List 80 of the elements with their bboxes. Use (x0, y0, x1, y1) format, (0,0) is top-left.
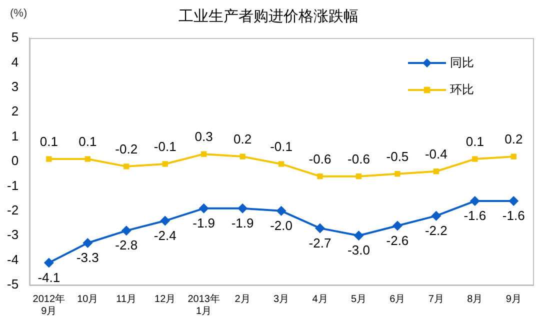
data-label: 0.2 (234, 132, 252, 147)
x-tick-label: 6月 (390, 294, 406, 305)
y-tick-label: 3 (11, 78, 19, 94)
point (392, 220, 402, 231)
x-tick-label: 7月 (428, 294, 444, 305)
y-tick-label: -4 (6, 252, 19, 267)
point (354, 230, 364, 241)
point (315, 223, 326, 234)
x-tick-label: 3月 (274, 294, 290, 305)
point (317, 173, 323, 180)
data-label: -2.8 (115, 238, 138, 253)
data-label: -1.6 (464, 208, 486, 224)
data-label: 0.3 (194, 129, 213, 144)
y-tick-label: 4 (11, 54, 19, 70)
point (276, 206, 286, 216)
point (394, 171, 400, 177)
point (278, 161, 284, 167)
data-label: -0.4 (424, 146, 448, 162)
data-label: -2.2 (424, 222, 448, 238)
data-label: 0.1 (466, 134, 484, 150)
data-label: -4.1 (38, 270, 60, 285)
data-label: -0.1 (270, 139, 292, 154)
y-tick-label: 5 (11, 30, 19, 45)
data-label: -1.6 (502, 208, 525, 224)
point (121, 226, 132, 236)
x-tick-label: 4月 (312, 294, 328, 305)
data-label: 0.2 (504, 132, 523, 147)
data-label: -0.6 (348, 151, 370, 166)
y-tick-label: -5 (6, 276, 19, 292)
y-axis-title: (%) (10, 8, 28, 20)
data-label: -0.5 (386, 148, 409, 164)
x-tick-label: 2012年 9月 (32, 292, 66, 317)
legend-label: 环比 (450, 82, 474, 96)
x-tick-label: 2月 (234, 294, 250, 305)
point (201, 151, 207, 157)
data-label: -2.4 (154, 228, 176, 243)
point (470, 196, 480, 206)
point (240, 154, 246, 160)
x-tick-label: 11月 (116, 294, 137, 305)
point (160, 216, 170, 226)
point (508, 196, 519, 206)
point (433, 168, 440, 174)
point (356, 173, 362, 180)
data-label: -1.9 (192, 216, 216, 231)
point (124, 164, 130, 170)
data-label: -0.6 (308, 151, 332, 166)
data-label: -0.1 (154, 139, 176, 154)
point (510, 154, 516, 160)
data-label: -0.2 (115, 142, 138, 157)
legend-label: 同比 (450, 55, 474, 70)
y-tick-label: -2 (6, 202, 19, 218)
point (82, 238, 93, 248)
data-label: -3.3 (76, 250, 99, 266)
data-label: 0.1 (40, 134, 58, 150)
point (46, 156, 52, 162)
point (162, 161, 168, 167)
x-tick-label: 5月 (350, 294, 367, 305)
point (44, 258, 54, 268)
point (431, 210, 442, 221)
y-tick-label: 0 (11, 153, 19, 168)
chart-title: 工业生产者购进价格涨跌幅 (178, 8, 358, 26)
x-tick-label: 2013年 1月 (188, 292, 220, 317)
data-label: -1.9 (231, 216, 254, 231)
x-tick-label: 12月 (154, 294, 176, 305)
y-tick-label: 2 (11, 104, 19, 119)
point (84, 156, 90, 162)
y-tick-label: -3 (6, 227, 19, 242)
point (472, 156, 478, 162)
data-label: -2.0 (270, 218, 292, 233)
data-label: -3.0 (348, 242, 370, 258)
point (238, 203, 248, 214)
x-tick-label: 9月 (506, 294, 522, 305)
data-label: -2.7 (308, 235, 332, 250)
y-tick-label: -1 (6, 178, 19, 193)
x-tick-label: 10月 (77, 294, 98, 305)
y-tick-label: 1 (11, 128, 19, 144)
data-label: -2.6 (386, 232, 409, 248)
point (198, 203, 209, 214)
x-tick-label: 8月 (467, 294, 483, 305)
data-label: 0.1 (78, 134, 97, 150)
